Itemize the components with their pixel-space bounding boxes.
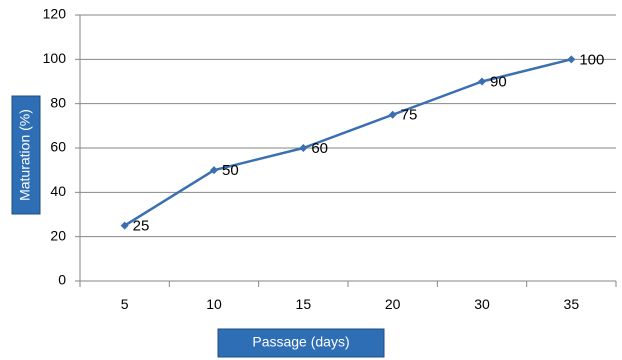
data-label: 60 (311, 140, 328, 157)
y-tick-label: 60 (50, 139, 66, 155)
y-tick-label: 20 (50, 227, 66, 243)
x-tick-labels: 5 10 15 20 30 35 (121, 296, 580, 312)
y-tick-labels: 0 20 40 60 80 100 120 (43, 6, 67, 288)
data-point-marker (478, 77, 486, 86)
y-tick-label: 0 (58, 272, 66, 288)
data-label: 50 (222, 162, 239, 179)
data-labels: 25 50 60 75 90 100 (133, 51, 605, 234)
axes (75, 14, 617, 287)
data-point-marker (567, 55, 576, 64)
x-tick-label: 35 (564, 296, 580, 312)
data-label: 25 (133, 218, 150, 235)
x-tick-label: 20 (385, 296, 401, 312)
data-point-marker (299, 144, 308, 152)
x-tick-label: 15 (296, 296, 312, 312)
x-tick-label: 10 (206, 296, 222, 312)
data-point-marker (120, 221, 129, 230)
y-tick-label: 40 (50, 183, 66, 199)
data-point-marker (388, 110, 397, 119)
y-tick-label: 120 (43, 6, 67, 22)
data-point-marker (210, 166, 218, 175)
y-tick-label: 80 (50, 94, 66, 110)
series-maturation (120, 55, 576, 230)
x-axis-label-box: Passage (days) (217, 328, 385, 358)
y-tick-label: 100 (43, 50, 67, 66)
x-tick-label: 30 (474, 296, 490, 312)
grid-lines (80, 14, 616, 238)
series-line (124, 58, 572, 227)
y-axis-label: Maturation (%) (17, 109, 33, 201)
x-axis-label: Passage (days) (252, 334, 349, 350)
y-axis-label-box: Maturation (%) (11, 95, 41, 215)
data-label: 100 (579, 51, 604, 68)
data-label: 90 (490, 73, 507, 90)
data-label: 75 (401, 107, 418, 124)
x-tick-label: 5 (121, 296, 129, 312)
